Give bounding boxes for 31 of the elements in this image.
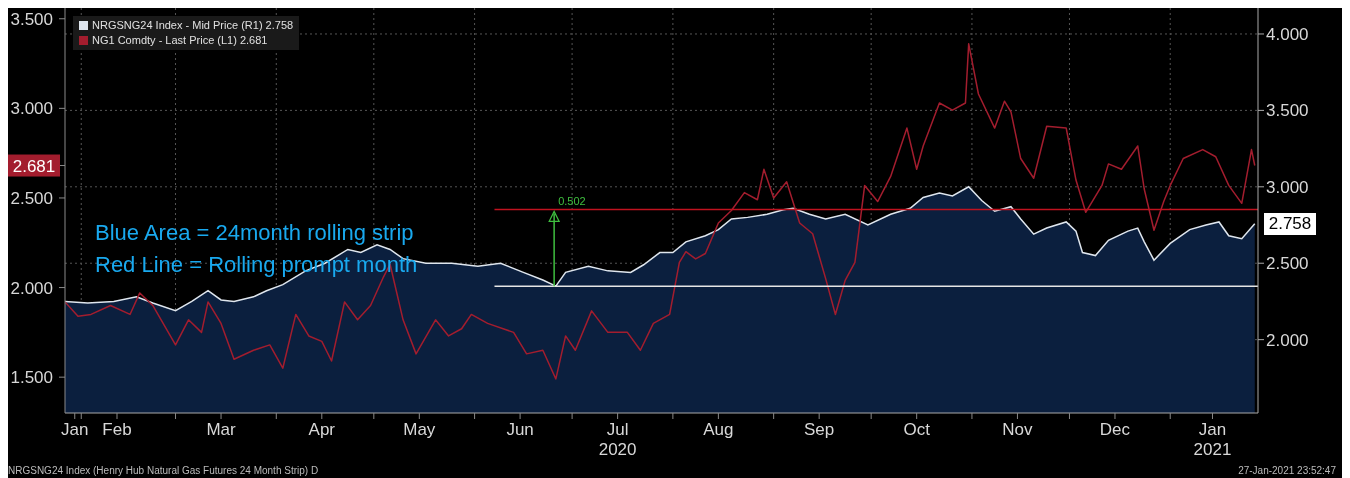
text: NRGSNG24 Index (Henry Hub Natural Gas Futures 24 Month Strip) D — [8, 465, 319, 476]
x-tick-label: Jan — [61, 420, 89, 439]
legend-label: NG1 Comdty - Last Price (L1) 2.681 — [92, 33, 268, 48]
y2-tick-label: 2.500 — [1266, 254, 1309, 274]
x-tick-label: May — [403, 420, 436, 439]
x-tick-label: Jun — [506, 420, 534, 439]
annotation: Blue Area = 24month rolling strip — [95, 220, 414, 246]
x-tick-label: Oct — [903, 420, 931, 439]
x-tick-label: Jan 2021 — [1193, 420, 1232, 459]
data-label: 2.758 — [1264, 212, 1316, 235]
y2-tick-label: 3.000 — [1266, 177, 1309, 197]
legend-label: NRGSNG24 Index - Mid Price (R1) 2.758 — [92, 18, 294, 33]
y-tick-label: 2.681 — [12, 156, 56, 176]
annotation: 0.502 — [558, 195, 586, 208]
y-tick-label: 3.000 — [10, 99, 53, 119]
text: 27-Jan-2021 23:52:47 — [1238, 465, 1336, 476]
x-tick-label: Jul 2020 — [598, 420, 637, 459]
x-tick-label: Sep — [804, 420, 835, 439]
y2-tick-label: 3.500 — [1266, 101, 1309, 121]
x-tick-label: Apr — [308, 420, 336, 439]
y2-tick-label: 4.000 — [1266, 25, 1309, 45]
y-tick-label: 3.500 — [10, 9, 53, 29]
x-tick-label: Nov — [1002, 420, 1034, 439]
x-tick-label: Mar — [206, 420, 237, 439]
x-tick-label: Aug — [703, 420, 734, 439]
y2-tick-label: 2.000 — [1266, 330, 1309, 350]
x-tick-label: Dec — [1099, 420, 1131, 439]
y-tick-label: 2.500 — [10, 188, 53, 208]
x-tick-label: Feb — [102, 420, 132, 439]
y-tick-label: 1.500 — [10, 368, 53, 388]
y-tick-label: 2.000 — [10, 278, 53, 298]
